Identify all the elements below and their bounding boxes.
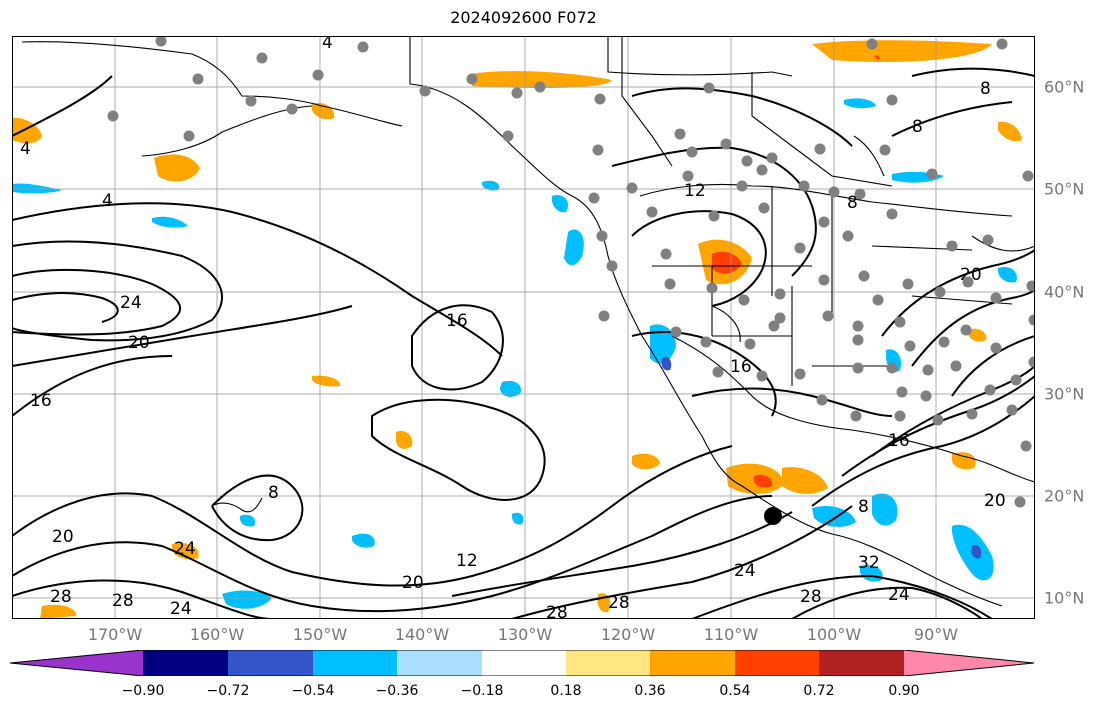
contour-label: 4 (322, 36, 333, 53)
contour-label: 28 (112, 591, 134, 611)
contour-label: 20 (984, 491, 1006, 511)
contour-label: 12 (456, 551, 478, 571)
latitude-label: 50°N (1044, 179, 1085, 199)
contour-label: 28 (546, 603, 568, 619)
contour-label: 24 (120, 293, 142, 313)
contour-label: 16 (446, 311, 468, 331)
contour-label: 16 (888, 431, 910, 451)
colorbar-tick-label: −0.18 (460, 683, 504, 699)
colorbar-segment (313, 650, 397, 676)
contour-labels: 4 4 4 8 8 8 8 12 12 16 16 16 16 20 20 20… (20, 36, 1006, 619)
colorbar-segment (10, 650, 143, 676)
contour-label: 20 (52, 527, 74, 547)
latitude-label: 60°N (1044, 77, 1085, 97)
contour-label: 24 (888, 585, 910, 605)
contour-label: 28 (800, 587, 822, 607)
contour-label: 4 (102, 191, 113, 211)
contour-label: 8 (980, 79, 991, 99)
latitude-label: 10°N (1044, 588, 1085, 608)
colorbar-tick-label: −0.90 (121, 683, 165, 699)
colorbar-segment (904, 650, 1034, 676)
latitude-label: 40°N (1044, 282, 1085, 302)
storm-center-marker (764, 507, 782, 525)
longitude-label: 110°W (703, 625, 759, 644)
map-title: 2024092600 F072 (450, 8, 597, 27)
longitude-label: 120°W (600, 625, 656, 644)
contour-label: 12 (684, 181, 706, 201)
colorbar-segment (228, 650, 313, 676)
colorbar-segment (566, 650, 650, 676)
longitude-label: 160°W (189, 625, 245, 644)
colorbar-tick-label: −0.72 (206, 683, 250, 699)
colorbar-tick-label: 0.36 (634, 683, 666, 699)
longitude-label: 150°W (292, 625, 348, 644)
contour-label: 28 (608, 593, 630, 613)
contour-label: 16 (730, 357, 752, 377)
colorbar-segment (143, 650, 228, 676)
longitude-label: 100°W (806, 625, 862, 644)
contour-label: 8 (858, 497, 869, 517)
longitude-label: 140°W (394, 625, 450, 644)
contour-label: 20 (402, 573, 424, 593)
contour-lines (12, 67, 1035, 619)
colorbar-tick-label: −0.54 (291, 683, 335, 699)
colorbar-tick-label: 0.90 (888, 683, 920, 699)
contour-label: 8 (268, 483, 279, 503)
coastlines (21, 36, 1035, 607)
shaded-field (12, 40, 1022, 619)
colorbar-segment (819, 650, 904, 676)
longitude-label: 130°W (497, 625, 553, 644)
contour-label: 24 (734, 561, 756, 581)
colorbar-tick-label: 0.18 (550, 683, 582, 699)
colorbar-segment (397, 650, 482, 676)
contour-label: 28 (50, 587, 72, 607)
contour-label: 4 (20, 139, 31, 159)
colorbar-tick-label: −0.36 (375, 683, 419, 699)
contour-label: 8 (847, 193, 858, 213)
longitude-label: 170°W (87, 625, 143, 644)
latitude-label: 20°N (1044, 486, 1085, 506)
contour-label: 8 (912, 117, 923, 137)
contour-label: 24 (170, 599, 192, 619)
longitude-label: 90°W (913, 625, 959, 644)
contour-label: 16 (30, 391, 52, 411)
station-markers (107, 36, 1035, 508)
colorbar-tick-label: 0.72 (803, 683, 835, 699)
colorbar-segment (735, 650, 819, 676)
map-panel: 4 4 4 8 8 8 8 12 12 16 16 16 16 20 20 20… (12, 36, 1035, 619)
colorbar-tick-label: 0.54 (719, 683, 751, 699)
colorbar (10, 650, 1035, 676)
contour-label: 32 (858, 553, 880, 573)
contour-label: 20 (128, 333, 150, 353)
latitude-label: 30°N (1044, 384, 1085, 404)
colorbar-segment (482, 650, 566, 676)
contour-label: 24 (174, 539, 196, 559)
colorbar-segment (650, 650, 735, 676)
